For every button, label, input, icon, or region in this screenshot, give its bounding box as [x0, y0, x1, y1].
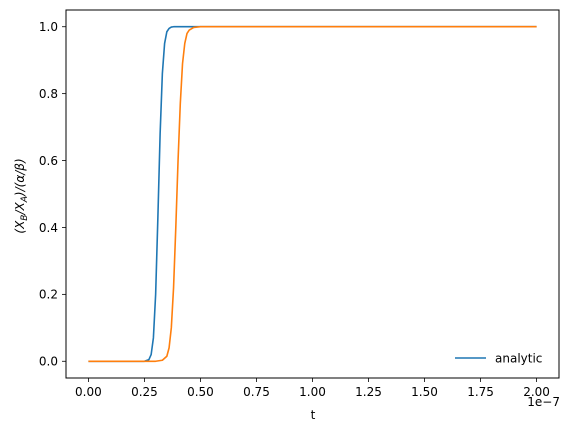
y-label-sub-b: B [20, 215, 30, 221]
series-line-2 [88, 25, 537, 363]
x-offset-text: 1e−7 [527, 395, 560, 409]
y-label-close: )/(α/β) [13, 158, 27, 197]
y-axis-ticks: 0.0 0.2 0.4 0.6 0.8 1.0 [39, 20, 66, 369]
y-label-open: (X [13, 220, 27, 234]
x-axis-ticks: 0.00 0.25 0.50 0.75 1.00 1.25 1.50 1.75 2.00 [75, 378, 550, 399]
x-tick-label: 1.75 [467, 385, 494, 399]
legend-label-analytic: analytic [495, 352, 542, 366]
y-tick-label: 0.0 [39, 355, 58, 369]
legend: analytic [455, 352, 542, 366]
plot-area [66, 10, 559, 378]
y-tick-label: 0.6 [39, 154, 58, 168]
x-axis-label: t [311, 408, 316, 422]
y-label-sub-a: A [20, 196, 30, 203]
y-label-mid: /X [13, 201, 27, 215]
y-axis-label: (XB/XA)/(α/β) [13, 158, 30, 233]
x-tick-label: 0.75 [243, 385, 270, 399]
y-tick-label: 0.4 [39, 221, 58, 235]
y-tick-label: 0.8 [39, 87, 58, 101]
x-tick-label: 0.50 [187, 385, 214, 399]
y-tick-label: 0.2 [39, 288, 58, 302]
x-tick-label: 1.25 [355, 385, 382, 399]
series-line-1 [88, 25, 537, 363]
x-tick-label: 1.50 [411, 385, 438, 399]
series-layer [88, 25, 537, 363]
x-tick-label: 0.25 [131, 385, 158, 399]
y-tick-label: 1.0 [39, 20, 58, 34]
x-tick-label: 0.00 [75, 385, 102, 399]
x-tick-label: 1.00 [299, 385, 326, 399]
x-tick-label: 2.00 [523, 385, 550, 399]
